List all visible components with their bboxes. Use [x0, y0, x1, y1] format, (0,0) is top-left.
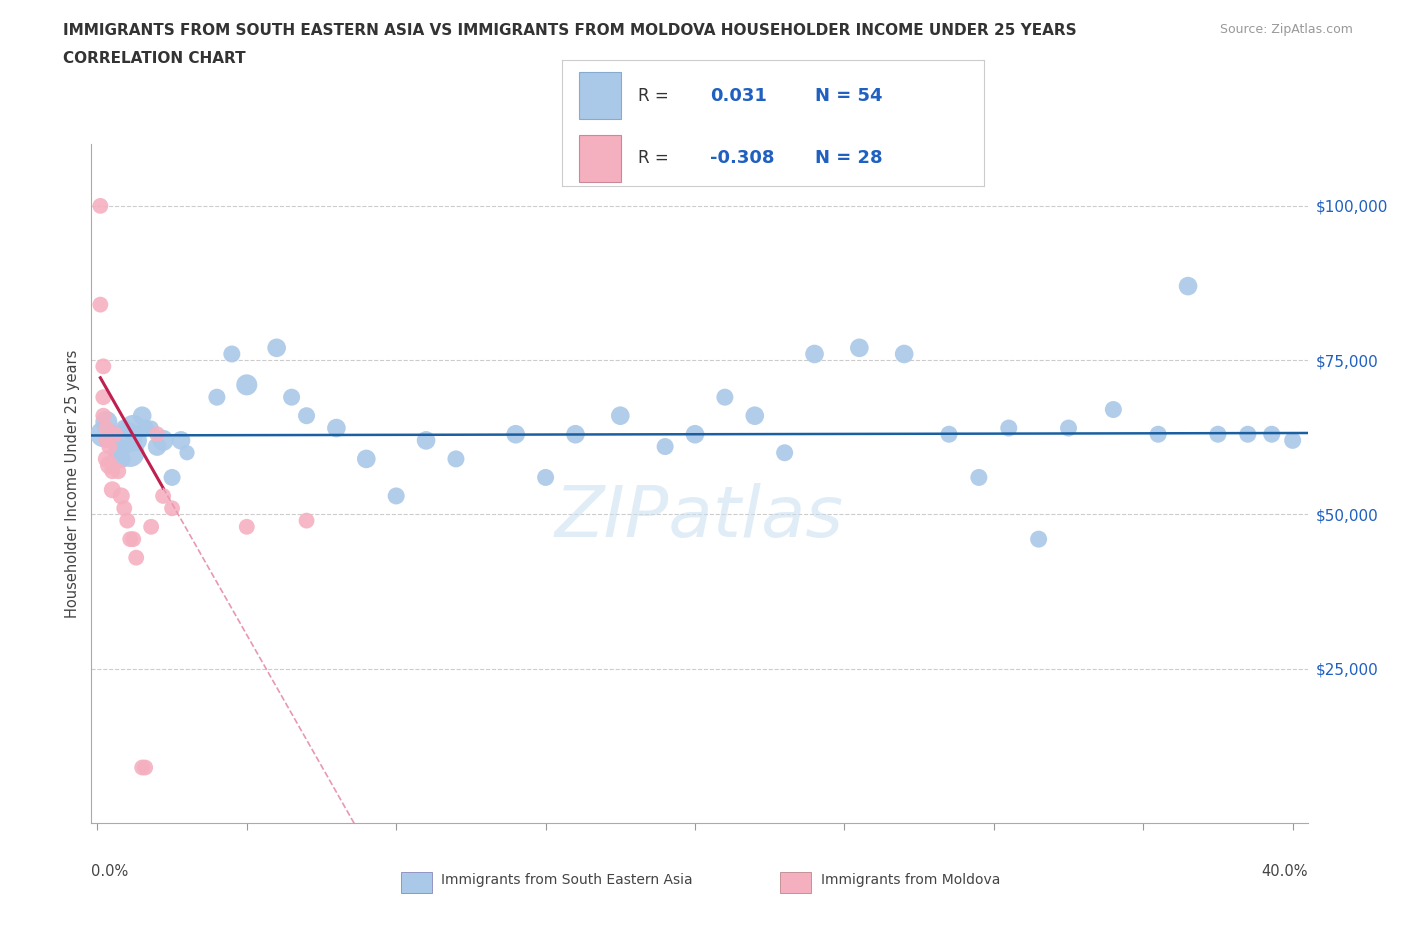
Point — [101, 464, 124, 479]
Point — [221, 347, 243, 362]
Point — [170, 433, 193, 448]
Point — [1260, 427, 1282, 442]
Point — [1236, 427, 1258, 442]
Point — [96, 451, 118, 466]
Point — [89, 298, 111, 312]
Point — [117, 430, 139, 445]
Point — [107, 464, 129, 479]
Point — [117, 513, 139, 528]
Text: N = 54: N = 54 — [815, 86, 883, 104]
Text: Immigrants from South Eastern Asia: Immigrants from South Eastern Asia — [441, 872, 693, 887]
Point — [160, 470, 183, 485]
Text: 0.0%: 0.0% — [91, 864, 128, 879]
Point — [93, 408, 115, 423]
Point — [98, 458, 121, 472]
Point — [98, 439, 121, 454]
Point — [112, 420, 135, 435]
Text: N = 28: N = 28 — [815, 150, 883, 167]
Point — [385, 488, 408, 503]
Point — [505, 427, 527, 442]
Text: 40.0%: 40.0% — [1261, 864, 1308, 879]
Bar — [579, 72, 621, 119]
Point — [444, 451, 467, 466]
Point — [104, 433, 127, 448]
Point — [131, 760, 153, 775]
Point — [101, 427, 124, 442]
Point — [967, 470, 990, 485]
Point — [110, 451, 132, 466]
Point — [96, 420, 118, 435]
Point — [134, 420, 156, 435]
Point — [415, 433, 437, 448]
Text: -0.308: -0.308 — [710, 150, 775, 167]
Point — [96, 415, 118, 430]
Point — [654, 439, 676, 454]
Point — [1281, 433, 1303, 448]
Point — [152, 433, 174, 448]
Text: Immigrants from Moldova: Immigrants from Moldova — [821, 872, 1001, 887]
Point — [714, 390, 737, 405]
Point — [205, 390, 228, 405]
Point — [803, 347, 825, 362]
Point — [356, 451, 378, 466]
Point — [131, 408, 153, 423]
Point — [146, 439, 169, 454]
Point — [938, 427, 960, 442]
Point — [107, 445, 129, 460]
Text: Source: ZipAtlas.com: Source: ZipAtlas.com — [1219, 23, 1353, 36]
Point — [112, 501, 135, 516]
Point — [893, 347, 915, 362]
Point — [295, 513, 318, 528]
Point — [125, 551, 148, 565]
Point — [534, 470, 557, 485]
Point — [236, 378, 259, 392]
Point — [609, 408, 631, 423]
Point — [1028, 532, 1050, 547]
Point — [266, 340, 288, 355]
Point — [152, 488, 174, 503]
Point — [122, 420, 145, 435]
Point — [146, 427, 169, 442]
Point — [1102, 402, 1125, 417]
Point — [141, 519, 163, 534]
Text: 0.031: 0.031 — [710, 86, 766, 104]
Text: IMMIGRANTS FROM SOUTH EASTERN ASIA VS IMMIGRANTS FROM MOLDOVA HOUSEHOLDER INCOME: IMMIGRANTS FROM SOUTH EASTERN ASIA VS IM… — [63, 23, 1077, 38]
Point — [93, 359, 115, 374]
Point — [1057, 420, 1080, 435]
Point — [1177, 279, 1199, 294]
Text: CORRELATION CHART: CORRELATION CHART — [63, 51, 246, 66]
Point — [325, 420, 347, 435]
Point — [93, 390, 115, 405]
Point — [1206, 427, 1229, 442]
Point — [236, 519, 259, 534]
Point — [93, 427, 115, 442]
Point — [134, 760, 156, 775]
Point — [101, 483, 124, 498]
Point — [104, 427, 127, 442]
Point — [744, 408, 766, 423]
Text: ZIPatlas: ZIPatlas — [555, 483, 844, 552]
Point — [997, 420, 1019, 435]
Point — [1147, 427, 1170, 442]
Point — [96, 433, 118, 448]
Point — [160, 501, 183, 516]
Point — [773, 445, 796, 460]
Text: R =: R = — [638, 86, 675, 104]
Point — [280, 390, 302, 405]
Point — [848, 340, 870, 355]
Point — [564, 427, 586, 442]
Point — [89, 198, 111, 213]
Point — [110, 488, 132, 503]
Y-axis label: Householder Income Under 25 years: Householder Income Under 25 years — [65, 350, 80, 618]
Point — [120, 532, 142, 547]
Text: R =: R = — [638, 150, 675, 167]
Point — [120, 445, 142, 460]
Point — [295, 408, 318, 423]
Point — [141, 420, 163, 435]
Point — [683, 427, 706, 442]
Point — [176, 445, 198, 460]
Point — [122, 532, 145, 547]
Bar — [579, 135, 621, 182]
Point — [125, 433, 148, 448]
